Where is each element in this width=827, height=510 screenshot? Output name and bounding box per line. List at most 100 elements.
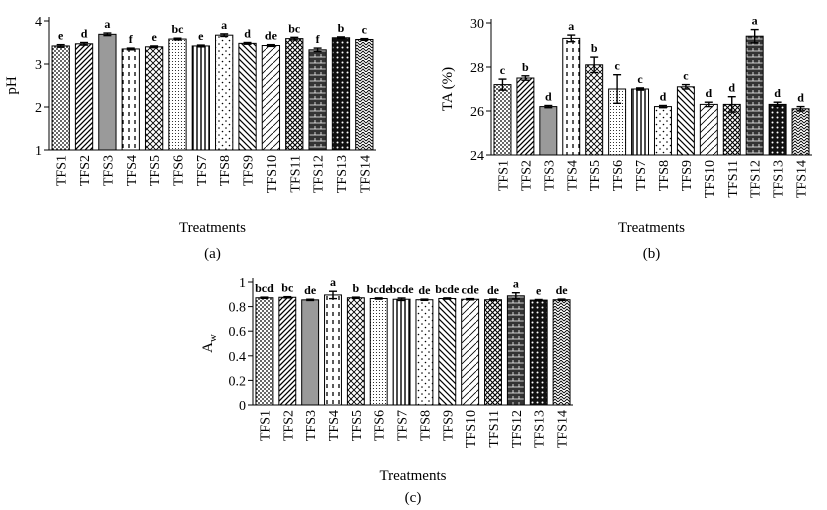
significance-letter: c [362,23,368,37]
x-tick-label: TFS13 [335,155,350,193]
significance-letter: a [752,14,758,28]
significance-letter: e [536,283,542,297]
significance-letter: a [568,19,574,33]
significance-letter: e [151,30,157,44]
x-tick-label: TFS13 [772,160,787,198]
bar-tfs2 [278,296,297,406]
bar-tfs4 [121,48,140,151]
significance-letter: e [198,29,204,43]
significance-letter: d [774,86,781,100]
bar-tfs10 [699,103,718,156]
significance-letter: bc [288,21,301,35]
chart-titratable-acidity: 24 26 28 30 c TFS1 b TFS2 d TFS3 a TFS4 b TFS5 c TFS6 c T… [440,14,812,262]
panel-label: (b) [643,246,661,262]
x-tick-label: TFS6 [373,410,388,441]
bar-tfs6 [168,38,187,151]
x-tick-label: TFS5 [350,410,365,441]
bar-tfs5 [346,297,365,406]
x-tick-label: TFS4 [327,410,342,441]
significance-letter: c [683,69,689,83]
bar-tfs9 [238,42,257,151]
bar-tfs7 [191,45,210,151]
x-tick-label: TFS14 [556,410,571,448]
y-axis-label-main: TA (%) [440,67,456,111]
significance-letter: d [797,91,804,105]
chart-water-activity: 0 0.2 0.4 0.6 0.8 1 bcd TFS1 bc TFS2 de TFS3 a TFS4 b T… [200,275,573,506]
x-tick-label: TFS9 [242,155,257,186]
bar-tfs13 [768,103,787,156]
significance-letter: c [637,72,643,86]
bar-tfs14 [791,108,810,156]
significance-letter: bcde [435,282,460,296]
significance-letter: f [129,32,134,46]
y-tick-label: 28 [470,61,484,76]
bar-tfs13 [529,299,548,406]
bar-tfs13 [331,37,351,151]
bar-tfs4 [324,294,342,406]
significance-letter: de [418,283,431,297]
significance-letter: c [500,63,506,77]
significance-letter: d [660,90,667,104]
significance-letter: b [353,281,360,295]
x-tick-label: TFS13 [533,410,548,448]
y-axis-label-main: A [200,342,216,353]
bar-tfs12 [745,35,764,156]
bar-tfs12 [506,295,525,406]
significance-letter: de [304,283,317,297]
x-tick-label: TFS7 [396,410,411,441]
significance-letter: b [338,21,345,35]
y-tick-label: 0 [239,399,246,414]
x-tick-label: TFS12 [312,155,327,193]
bar-tfs2 [516,77,535,156]
y-tick-label: 2 [35,101,42,116]
bar-tfs11 [285,38,304,151]
x-tick-label: TFS9 [441,410,456,441]
bar-tfs14 [355,38,374,151]
y-tick-label: 0.2 [229,374,247,389]
y-tick-label: 0.6 [229,325,247,340]
significance-letter: d [705,86,712,100]
significance-letter: cde [461,283,479,297]
y-axis-label-main: pH [4,76,20,95]
x-tick-label: TFS7 [195,155,210,186]
bar-tfs9 [438,297,457,406]
bar-tfs10 [261,45,281,151]
panel-label: (a) [204,246,221,262]
y-axis-label: pH [4,76,20,95]
bar-tfs14 [552,299,571,406]
x-tick-label: TFS5 [148,155,163,186]
y-tick-label: 30 [470,17,484,32]
bar-tfs2 [74,43,94,151]
significance-letter: bcde [390,282,415,296]
y-tick-label: 3 [35,58,42,73]
significance-letter: d [244,27,251,41]
x-tick-label: TFS1 [258,410,273,441]
significance-letter: bcde [367,282,392,296]
y-axis-label: TA (%) [440,67,456,111]
bar-tfs1 [51,45,70,151]
y-tick-label: 0.4 [229,350,247,365]
x-tick-label: TFS5 [588,160,603,191]
y-tick-label: 1 [239,276,246,291]
y-axis-label-subscript: w [207,334,219,342]
x-tick-label: TFS12 [749,160,764,198]
bar-tfs6 [369,297,388,406]
bar-tfs7 [631,88,650,156]
significance-letter: de [487,283,500,297]
x-tick-label: TFS8 [418,410,433,441]
x-tick-label: TFS7 [634,160,649,191]
x-tick-label: TFS6 [611,160,626,191]
x-axis-label: Treatments [380,468,447,484]
x-axis-label: Treatments [618,220,685,236]
x-tick-label: TFS1 [55,155,70,186]
x-tick-label: TFS2 [78,155,93,186]
x-tick-label: TFS14 [358,155,373,193]
x-tick-label: TFS8 [657,160,672,191]
bar-tfs9 [676,86,695,156]
bar-tfs3 [98,33,117,151]
y-tick-label: 26 [470,105,484,120]
bar-tfs5 [585,64,604,156]
significance-letter: b [591,41,598,55]
x-tick-label: TFS14 [795,160,810,198]
